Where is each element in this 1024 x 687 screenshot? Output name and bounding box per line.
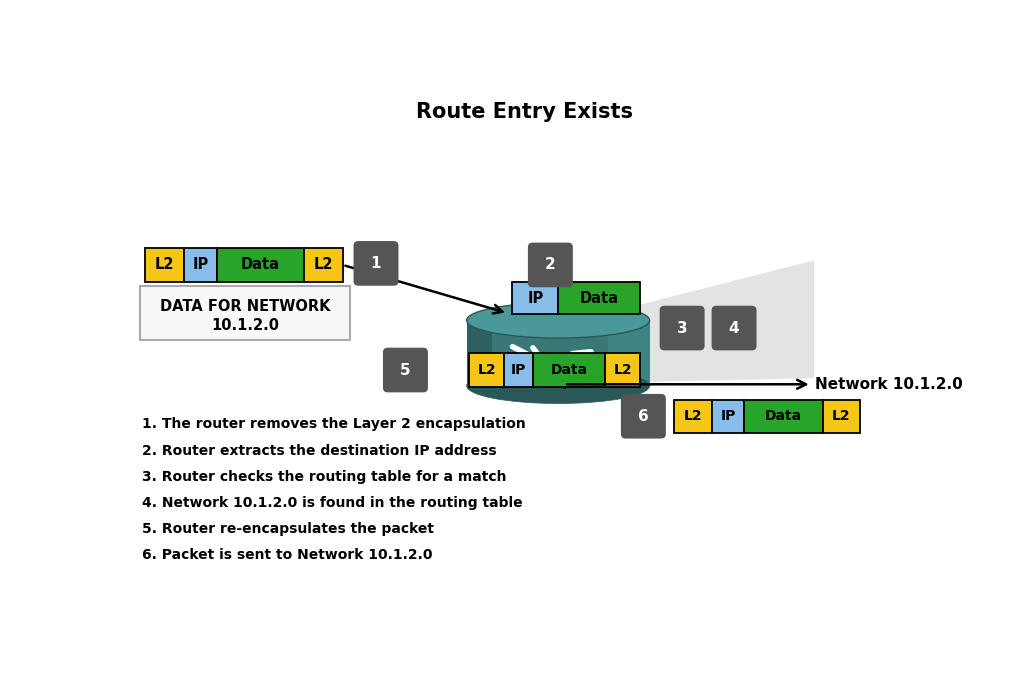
Text: 1: 1: [371, 256, 381, 271]
FancyBboxPatch shape: [354, 242, 397, 285]
Text: IP: IP: [511, 363, 526, 377]
FancyBboxPatch shape: [384, 348, 427, 392]
Text: L2: L2: [684, 409, 702, 423]
Bar: [605, 354, 640, 387]
Text: 1. The router removes the Layer 2 encapsulation: 1. The router removes the Layer 2 encaps…: [142, 418, 525, 431]
Text: IP: IP: [720, 409, 735, 423]
FancyBboxPatch shape: [529, 244, 571, 286]
FancyBboxPatch shape: [528, 243, 572, 286]
FancyBboxPatch shape: [385, 349, 426, 391]
Text: Network 10.1.2.0: Network 10.1.2.0: [815, 376, 964, 392]
Bar: [184, 248, 217, 282]
Ellipse shape: [467, 368, 649, 403]
FancyBboxPatch shape: [623, 396, 665, 437]
Bar: [675, 400, 713, 433]
Bar: [534, 354, 605, 387]
FancyBboxPatch shape: [355, 243, 397, 284]
FancyBboxPatch shape: [383, 348, 428, 392]
Bar: [743, 400, 822, 433]
Bar: [467, 320, 493, 386]
Bar: [217, 248, 303, 282]
Text: 10.1.2.0: 10.1.2.0: [211, 318, 279, 333]
Text: 2: 2: [545, 258, 556, 273]
Text: 6: 6: [638, 409, 649, 424]
FancyBboxPatch shape: [660, 306, 703, 350]
Text: 5: 5: [400, 363, 411, 378]
Bar: [713, 400, 743, 433]
Bar: [608, 320, 649, 386]
FancyBboxPatch shape: [713, 307, 755, 349]
Text: 5. Router re-encapsulates the packet: 5. Router re-encapsulates the packet: [142, 522, 434, 536]
Text: Data: Data: [765, 409, 802, 423]
Bar: [469, 354, 504, 387]
Text: L2: L2: [477, 363, 496, 377]
Bar: [467, 320, 649, 386]
FancyBboxPatch shape: [712, 306, 757, 350]
Bar: [504, 354, 534, 387]
Bar: [822, 400, 860, 433]
Text: 4: 4: [729, 321, 739, 335]
Text: DATA FOR NETWORK: DATA FOR NETWORK: [160, 300, 331, 315]
FancyBboxPatch shape: [659, 306, 705, 350]
Text: IP: IP: [193, 258, 209, 273]
FancyBboxPatch shape: [662, 307, 703, 349]
Text: Route Entry Exists: Route Entry Exists: [417, 102, 633, 122]
Bar: [139, 286, 350, 340]
Text: Data: Data: [551, 363, 588, 377]
Bar: [145, 248, 184, 282]
Ellipse shape: [467, 303, 649, 338]
FancyBboxPatch shape: [713, 306, 756, 350]
Text: Data: Data: [241, 258, 280, 273]
Text: IP: IP: [527, 291, 544, 306]
Bar: [558, 282, 640, 314]
FancyBboxPatch shape: [353, 241, 398, 286]
Text: 4. Network 10.1.2.0 is found in the routing table: 4. Network 10.1.2.0 is found in the rout…: [142, 496, 522, 510]
FancyBboxPatch shape: [622, 394, 665, 438]
Text: L2: L2: [613, 363, 632, 377]
FancyBboxPatch shape: [621, 394, 666, 438]
Text: L2: L2: [155, 258, 174, 273]
FancyBboxPatch shape: [528, 243, 572, 287]
Bar: [512, 282, 558, 314]
Text: Data: Data: [580, 291, 618, 306]
Text: L2: L2: [313, 258, 333, 273]
Polygon shape: [613, 260, 814, 382]
Text: 3: 3: [677, 321, 687, 335]
Text: 3. Router checks the routing table for a match: 3. Router checks the routing table for a…: [142, 470, 507, 484]
Bar: [303, 248, 343, 282]
Text: 6. Packet is sent to Network 10.1.2.0: 6. Packet is sent to Network 10.1.2.0: [142, 548, 432, 562]
Text: L2: L2: [833, 409, 851, 423]
Text: 2. Router extracts the destination IP address: 2. Router extracts the destination IP ad…: [142, 444, 497, 458]
